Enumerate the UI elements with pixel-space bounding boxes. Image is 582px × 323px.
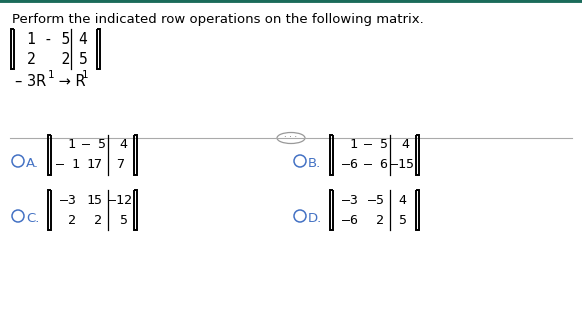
Text: 1: 1 (27, 32, 36, 47)
Text: 4: 4 (398, 193, 406, 206)
Text: 4: 4 (79, 32, 87, 47)
Text: –6: –6 (342, 159, 358, 172)
Text: 2: 2 (27, 51, 36, 67)
Text: –3: –3 (342, 193, 358, 206)
Text: 5: 5 (112, 214, 128, 226)
Text: C.: C. (26, 212, 40, 225)
Text: 1: 1 (48, 70, 55, 80)
Text: – 6: – 6 (364, 159, 388, 172)
Text: A.: A. (26, 157, 39, 170)
Text: –6: –6 (342, 214, 358, 226)
Text: 2: 2 (44, 51, 70, 67)
Text: – 5: – 5 (82, 139, 106, 151)
Text: 15: 15 (86, 193, 102, 206)
Text: 2: 2 (86, 214, 102, 226)
Text: 5: 5 (398, 214, 406, 226)
Text: –3: –3 (60, 193, 76, 206)
Text: B.: B. (308, 157, 321, 170)
Text: – 5: – 5 (364, 139, 388, 151)
Text: – 1: – 1 (56, 159, 80, 172)
Text: → R: → R (54, 74, 86, 89)
Ellipse shape (277, 132, 305, 143)
Text: 4: 4 (112, 139, 128, 151)
Text: –15: –15 (390, 159, 414, 172)
Text: - 5: - 5 (44, 32, 70, 47)
Text: 2: 2 (368, 214, 384, 226)
Text: D.: D. (308, 212, 322, 225)
Text: 2: 2 (60, 214, 76, 226)
Text: 17: 17 (86, 159, 102, 172)
Text: 4: 4 (394, 139, 410, 151)
Text: · · ·: · · · (285, 133, 297, 142)
Text: 7: 7 (116, 159, 124, 172)
Text: –12: –12 (108, 193, 132, 206)
Text: Perform the indicated row operations on the following matrix.: Perform the indicated row operations on … (12, 13, 424, 26)
Text: 1: 1 (342, 139, 358, 151)
Text: – 3R: – 3R (15, 74, 46, 89)
Text: –5: –5 (368, 193, 384, 206)
Text: 1: 1 (60, 139, 76, 151)
Text: 1: 1 (82, 70, 88, 80)
Text: 5: 5 (79, 51, 87, 67)
